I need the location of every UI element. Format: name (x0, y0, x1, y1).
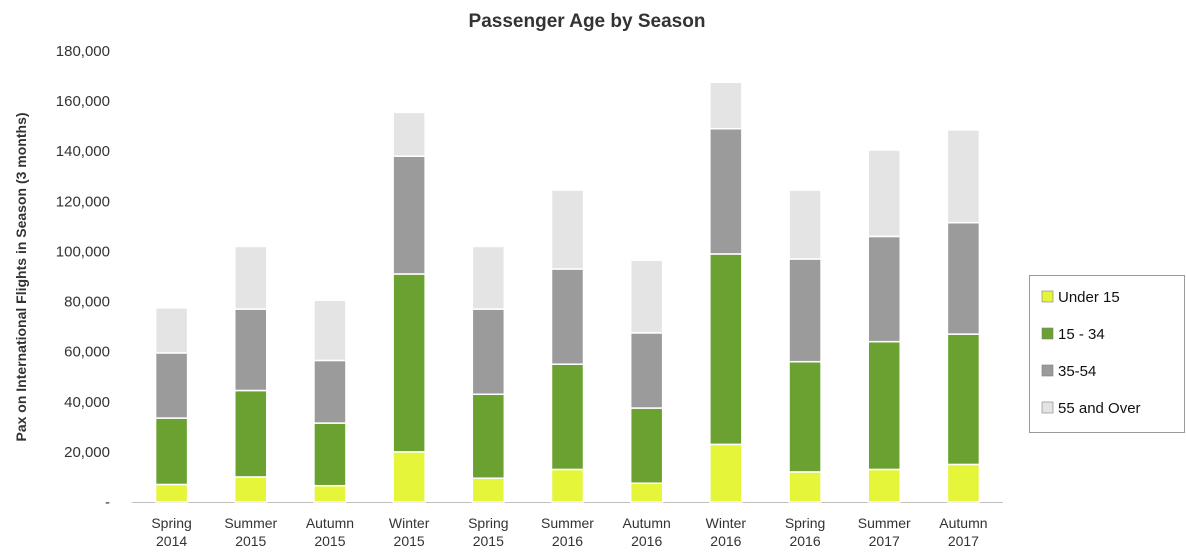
x-tick-label: 2014 (156, 533, 187, 549)
y-tick-label: 180,000 (56, 43, 110, 60)
y-axis-label: Pax on International Flights in Season (… (13, 112, 29, 441)
x-tick-label: Autumn (623, 515, 671, 531)
bar-segment (234, 389, 268, 478)
x-tick-label: Spring (468, 515, 508, 531)
x-tick-label: 2016 (789, 533, 820, 549)
bar-segment (788, 189, 822, 260)
x-axis-labels: Spring 2014 Summer 2015 Autumn 2015 Winter 2015… (151, 515, 987, 549)
bar-segment (709, 253, 743, 446)
y-tick-label: 60,000 (64, 344, 110, 361)
legend-swatch (1041, 401, 1054, 414)
bar-segment (629, 259, 664, 334)
x-tick-label: 2016 (631, 533, 662, 549)
bar-segment (313, 359, 347, 424)
bar-segment (629, 407, 664, 484)
x-tick-label: 2015 (394, 533, 425, 549)
legend-label: Under 15 (1058, 289, 1120, 306)
x-tick-label: Summer (541, 515, 594, 531)
y-tick-label: 80,000 (64, 294, 110, 311)
bar-segment (234, 308, 268, 392)
y-axis-ticks: - 20,000 40,000 60,000 80,000 100,000 120,000 1… (56, 43, 110, 511)
bar-segment (313, 299, 347, 362)
legend-label: 55 and Over (1058, 400, 1141, 417)
x-tick-label: 2017 (948, 533, 979, 549)
x-tick-label: Summer (224, 515, 277, 531)
bar-segment (313, 484, 347, 503)
x-tick-label: 2015 (235, 533, 266, 549)
bar-segment (392, 273, 426, 453)
legend-box (1029, 275, 1185, 433)
bar-segment (946, 129, 981, 224)
bar-segment (392, 111, 426, 157)
x-tick-label: Winter (706, 515, 747, 531)
chart-title: Passenger Age by Season (469, 11, 706, 32)
bar-segment (788, 258, 822, 363)
bar-segment (154, 307, 189, 354)
x-tick-label: Spring (151, 515, 191, 531)
bar-segment (550, 363, 585, 471)
bar-segment (867, 468, 901, 503)
x-tick-label: Autumn (306, 515, 354, 531)
bar-segment (629, 332, 664, 409)
x-tick-label: 2016 (710, 533, 741, 549)
x-tick-label: 2016 (552, 533, 583, 549)
y-tick-label: 120,000 (56, 193, 110, 210)
bar-segment (471, 308, 506, 396)
bar-segment (550, 268, 585, 365)
bar-segment (313, 422, 347, 487)
legend: Under 15 15 - 34 35-54 55 and Over (1029, 275, 1185, 433)
bar-segment (867, 340, 901, 471)
bar-segment (788, 471, 822, 503)
y-tick-label: - (105, 494, 110, 511)
x-tick-label: 2015 (473, 533, 504, 549)
bar-segment (392, 155, 426, 275)
bar-segment (234, 245, 268, 310)
x-tick-label: 2017 (869, 533, 900, 549)
legend-swatch (1041, 290, 1054, 303)
y-tick-label: 160,000 (56, 93, 110, 110)
bar-segment (946, 463, 981, 503)
bar-segment (392, 451, 426, 503)
bar-segment (946, 221, 981, 335)
bar-segment (867, 149, 901, 238)
bars-group (154, 81, 981, 503)
bar-segment (234, 476, 268, 503)
x-tick-label: Summer (858, 515, 911, 531)
x-tick-label: Autumn (939, 515, 987, 531)
bar-segment (788, 360, 822, 473)
x-tick-label: 2015 (314, 533, 345, 549)
bar-segment (154, 352, 189, 419)
legend-swatch (1041, 364, 1054, 377)
y-tick-label: 20,000 (64, 444, 110, 461)
bar-segment (946, 333, 981, 466)
bar-segment (154, 483, 189, 503)
y-tick-label: 140,000 (56, 143, 110, 160)
bar-segment (471, 477, 506, 503)
bar-segment (629, 482, 664, 503)
bar-segment (550, 468, 585, 503)
x-tick-label: Spring (785, 515, 825, 531)
y-tick-label: 100,000 (56, 243, 110, 260)
y-tick-label: 40,000 (64, 394, 110, 411)
bar-segment (867, 235, 901, 343)
legend-swatch (1041, 327, 1054, 340)
bar-segment (154, 417, 189, 486)
x-tick-label: Winter (389, 515, 430, 531)
legend-label: 15 - 34 (1058, 326, 1105, 343)
bar-segment (709, 443, 743, 503)
bar-segment (709, 127, 743, 255)
bar-segment (709, 81, 743, 130)
legend-label: 35-54 (1058, 363, 1096, 380)
bar-segment (471, 245, 506, 310)
bar-segment (550, 189, 585, 270)
bar-segment (471, 393, 506, 479)
